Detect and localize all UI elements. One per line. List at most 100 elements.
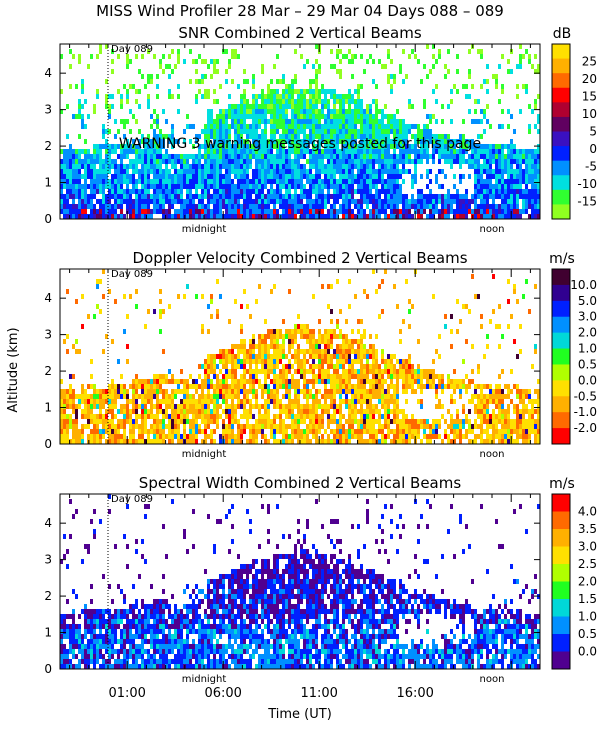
heatmap-cell [135,439,138,444]
heatmap-cell [369,209,372,214]
heatmap-cell [228,104,231,109]
heatmap-cell [534,174,537,179]
heatmap-cell [144,194,147,199]
heatmap-cell [78,179,81,184]
heatmap-cell [135,424,138,429]
heatmap-cell [177,59,180,64]
heatmap-cell [390,84,393,89]
heatmap-cell [342,174,345,179]
heatmap-cell [243,414,246,419]
heatmap-cell [171,139,174,144]
heatmap-cell [357,199,360,204]
heatmap-cell [354,389,357,394]
heatmap-cell [216,184,219,189]
heatmap-cell [270,329,273,334]
heatmap-cell [162,374,165,379]
heatmap-cell [393,154,396,159]
heatmap-cell [309,339,312,344]
heatmap-cell [291,149,294,154]
heatmap-cell [339,49,342,54]
heatmap-cell [306,204,309,209]
heatmap-cell [348,144,351,149]
heatmap-cell [315,214,318,219]
heatmap-cell [510,164,513,169]
heatmap-cell [234,104,237,109]
heatmap-cell [345,139,348,144]
heatmap-cell [366,139,369,144]
heatmap-cell [198,179,201,184]
heatmap-cell [204,394,207,399]
snr-panel: SNR Combined 2 Vertical Beams dB 2520151… [44,24,597,235]
heatmap-cell [285,189,288,194]
heatmap-cell [396,429,399,434]
heatmap-cell [210,174,213,179]
heatmap-cell [507,164,510,169]
heatmap-cell [270,394,273,399]
heatmap-cell [462,214,465,219]
heatmap-cell [309,89,312,94]
heatmap-cell [357,189,360,194]
heatmap-cell [333,329,336,334]
heatmap-cell [234,439,237,444]
heatmap-cell [507,124,510,129]
heatmap-cell [327,119,330,124]
heatmap-cell [120,394,123,399]
heatmap-cell [144,439,147,444]
heatmap-cell [243,384,246,389]
heatmap-cell [72,214,75,219]
heatmap-cell [441,209,444,214]
heatmap-cell [162,199,165,204]
heatmap-cell [237,379,240,384]
heatmap-cell [312,399,315,404]
heatmap-cell [273,144,276,149]
heatmap-cell [240,204,243,209]
heatmap-cell [450,194,453,199]
heatmap-cell [144,324,147,329]
heatmap-cell [345,384,348,389]
heatmap-cell [267,349,270,354]
heatmap-cell [318,379,321,384]
heatmap-cell [537,159,540,164]
heatmap-cell [513,199,516,204]
heatmap-cell [321,424,324,429]
heatmap-cell [90,374,93,379]
heatmap-cell [303,109,306,114]
heatmap-cell [504,154,507,159]
heatmap-cell [186,414,189,419]
heatmap-cell [63,204,66,209]
heatmap-cell [84,179,87,184]
heatmap-cell [372,269,375,274]
heatmap-cell [294,209,297,214]
heatmap-cell [282,319,285,324]
heatmap-cell [285,84,288,89]
heatmap-cell [279,419,282,424]
heatmap-cell [282,424,285,429]
heatmap-cell [198,374,201,379]
heatmap-cell [372,419,375,424]
heatmap-cell [339,209,342,214]
heatmap-cell [531,179,534,184]
heatmap-cell [387,169,390,174]
heatmap-cell [240,429,243,434]
heatmap-cell [396,434,399,439]
heatmap-cell [171,404,174,409]
heatmap-cell [291,364,294,369]
heatmap-cell [129,384,132,389]
heatmap-cell [273,124,276,129]
heatmap-cell [282,89,285,94]
heatmap-cell [267,169,270,174]
heatmap-cell [375,404,378,409]
heatmap-cell [90,184,93,189]
heatmap-cell [279,334,282,339]
heatmap-cell [111,209,114,214]
heatmap-cell [249,114,252,119]
heatmap-cell [447,69,450,74]
heatmap-cell [114,184,117,189]
heatmap-cell [213,399,216,404]
heatmap-cell [330,394,333,399]
heatmap-cell [270,99,273,104]
heatmap-cell [63,159,66,164]
heatmap-cell [276,334,279,339]
heatmap-cell [303,439,306,444]
heatmap-cell [228,59,231,64]
